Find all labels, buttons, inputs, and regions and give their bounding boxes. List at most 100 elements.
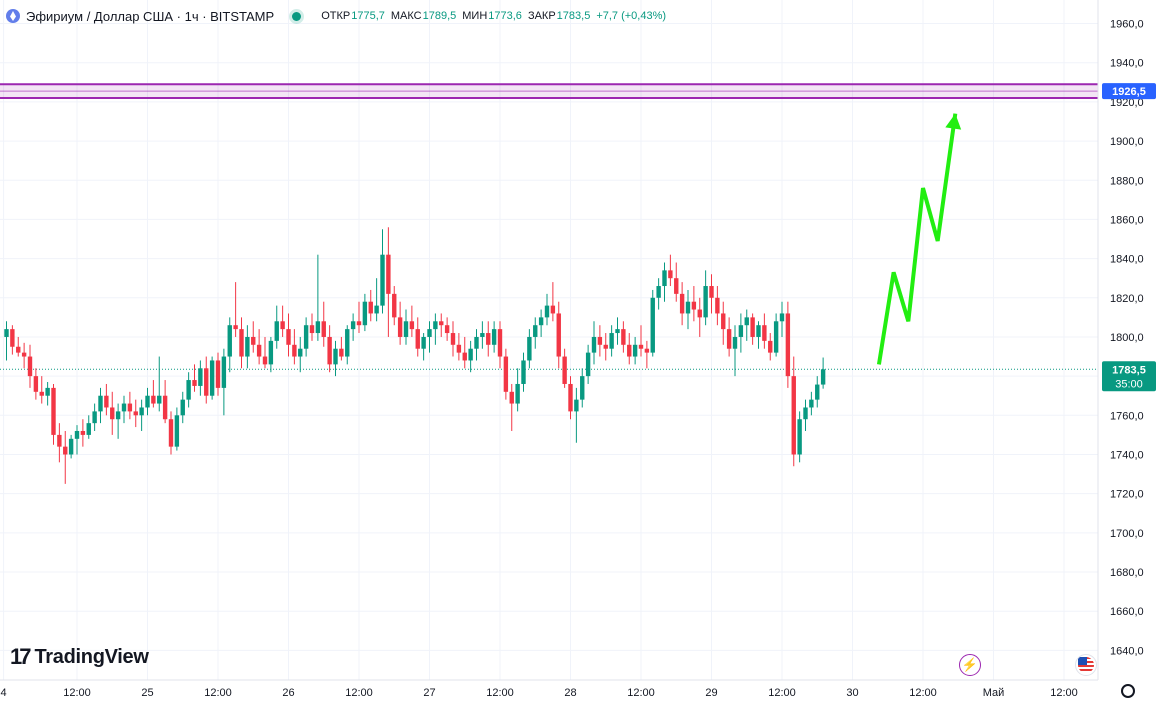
- candle-body: [180, 399, 185, 416]
- candle-body: [256, 344, 262, 357]
- candle-body: [374, 305, 379, 314]
- candle-body: [45, 387, 50, 396]
- candle-body: [33, 376, 39, 392]
- candle-body: [574, 399, 579, 412]
- target-price-label: 1926,5: [1112, 86, 1146, 98]
- candle-body: [10, 329, 15, 347]
- candle-body: [709, 286, 714, 298]
- open-value: 1775,7: [351, 10, 385, 22]
- candle-body: [274, 321, 279, 341]
- tradingview-logo[interactable]: 17 TradingView: [10, 644, 149, 670]
- forecast-arrow: [876, 113, 962, 365]
- candle-body: [16, 346, 21, 353]
- candle-body: [68, 438, 74, 455]
- y-tick-label: 1640,0: [1110, 645, 1144, 657]
- candle-body: [609, 333, 614, 349]
- candle-body: [356, 321, 362, 326]
- us-flag-icon[interactable]: [1075, 654, 1097, 676]
- candle-body: [533, 325, 538, 337]
- candle-body: [403, 321, 409, 337]
- candle-body: [638, 344, 644, 349]
- candle-body: [656, 286, 661, 298]
- symbol-title[interactable]: Эфириум / Доллар США · 1ч · BITSTAMP: [26, 8, 275, 24]
- candle-body: [80, 430, 86, 435]
- candle-body: [444, 325, 450, 334]
- high-value: 1789,5: [422, 10, 457, 22]
- candle-body: [350, 321, 356, 330]
- candle-body: [39, 391, 44, 396]
- candle-body: [597, 336, 603, 345]
- open-label: ОТКР: [321, 10, 351, 22]
- price-axis: 1640,0 1660,0 1680,0 1700,0 1720,0 1740,0 1760…: [1110, 19, 1144, 658]
- candle-body: [251, 336, 256, 345]
- candle-body: [209, 360, 215, 396]
- candle-body: [339, 348, 344, 357]
- candle-body: [433, 321, 438, 330]
- x-tick-label: Май: [983, 687, 1005, 699]
- candle-body: [527, 336, 532, 361]
- low-label: МИН: [462, 10, 488, 22]
- candle-body: [415, 329, 420, 349]
- candle-body: [521, 360, 526, 384]
- candle-body: [562, 356, 567, 384]
- x-tick-label: 12:00: [486, 687, 514, 699]
- candle-body: [803, 407, 808, 420]
- forecast-line: [876, 113, 958, 365]
- candle-body: [668, 270, 673, 279]
- candle-body: [21, 352, 27, 357]
- candle-body: [192, 380, 197, 386]
- chart-grid: [0, 0, 1098, 680]
- candle-body: [815, 384, 820, 400]
- candle-body: [221, 356, 227, 388]
- target-price-zone: [0, 83, 1098, 99]
- candle-body: [785, 313, 791, 377]
- x-tick-label: 12:00: [204, 687, 232, 699]
- candle-body: [321, 321, 326, 337]
- candle-body: [762, 325, 767, 341]
- y-tick-label: 1900,0: [1110, 136, 1144, 148]
- candle-body: [292, 344, 297, 357]
- candle-body: [627, 344, 632, 357]
- candle-body: [797, 419, 802, 455]
- candle-body: [133, 411, 138, 416]
- lightning-icon[interactable]: ⚡: [959, 654, 981, 676]
- low-value: 1773,6: [488, 10, 522, 22]
- candle-body: [621, 329, 626, 345]
- gear-icon[interactable]: [1121, 684, 1135, 698]
- candle-body: [809, 399, 814, 408]
- candle-body: [468, 348, 473, 361]
- time-axis: 4 12:00 25 12:00 26 12:00 27 12:00 28 12:00 29 12:0…: [1, 687, 1078, 699]
- y-tick-label: 1700,0: [1110, 528, 1144, 540]
- candle-body: [215, 360, 221, 388]
- candle-body: [392, 293, 397, 318]
- candle-body: [280, 321, 285, 330]
- candle-body: [309, 325, 315, 334]
- x-tick-label: 12:00: [768, 687, 796, 699]
- candle-body: [227, 325, 232, 357]
- candle-body: [697, 309, 702, 318]
- x-tick-label: 12:00: [345, 687, 373, 699]
- candle-body: [779, 313, 785, 322]
- candle-body: [744, 317, 749, 326]
- candle-body: [462, 352, 467, 361]
- candle-body: [456, 344, 462, 353]
- y-tick-label: 1680,0: [1110, 567, 1144, 579]
- candle-body: [738, 325, 744, 337]
- high-label: МАКС: [390, 10, 422, 22]
- current-price-label: 1783,5: [1112, 364, 1146, 376]
- bar-countdown-label: 35:00: [1115, 378, 1143, 390]
- candle-body: [380, 254, 385, 306]
- symbol-header: Эфириум / Доллар США · 1ч · BITSTAMP ОТК…: [6, 6, 666, 26]
- y-tick-label: 1960,0: [1110, 19, 1144, 31]
- candle-body: [662, 270, 667, 287]
- candle-body: [386, 254, 391, 294]
- x-tick-label: 26: [282, 687, 294, 699]
- candle-body: [685, 301, 691, 314]
- candle-body: [233, 325, 238, 330]
- candle-body: [439, 321, 444, 326]
- x-tick-label: 4: [1, 687, 7, 699]
- y-tick-label: 1820,0: [1110, 293, 1144, 305]
- y-tick-label: 1880,0: [1110, 175, 1144, 187]
- candle-body: [756, 325, 761, 337]
